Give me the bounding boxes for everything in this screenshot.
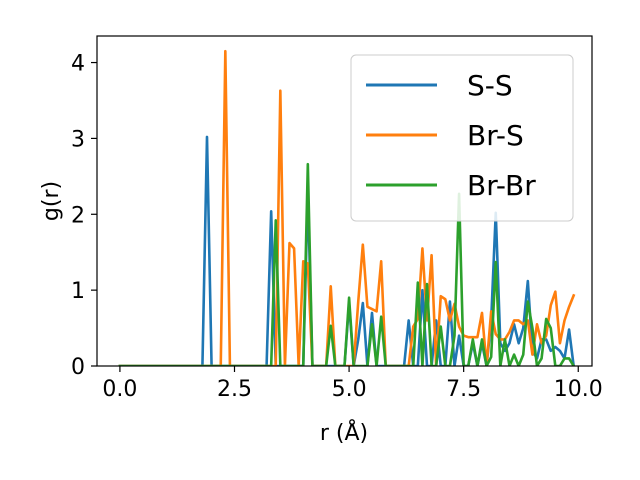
y-axis: 0 1 2 3 4 bbox=[71, 52, 97, 380]
x-tick-label: 5.0 bbox=[332, 377, 367, 402]
legend-label: S-S bbox=[467, 69, 513, 102]
y-axis-label: g(r) bbox=[39, 181, 64, 221]
legend-label: Br-Br bbox=[467, 169, 536, 202]
plot-frame bbox=[96, 35, 593, 367]
x-axis-label: r (Å) bbox=[320, 419, 368, 446]
series-layer bbox=[118, 49, 576, 366]
plot-area bbox=[118, 49, 576, 366]
x-tick-label: 0.0 bbox=[102, 377, 137, 402]
y-tick-label: 3 bbox=[71, 127, 85, 152]
x-tick-label: 7.5 bbox=[446, 377, 481, 402]
x-tick-label: 10.0 bbox=[554, 377, 603, 402]
y-tick-label: 4 bbox=[71, 52, 85, 77]
x-tick-label: 2.5 bbox=[217, 377, 252, 402]
y-tick-label: 2 bbox=[71, 203, 85, 228]
series-line-br-br bbox=[118, 162, 576, 366]
y-tick-label: 1 bbox=[71, 279, 85, 304]
series-line-br-s bbox=[118, 49, 576, 366]
x-axis: 0.0 2.5 5.0 7.5 10.0 bbox=[102, 366, 603, 402]
legend: S-S Br-S Br-Br bbox=[350, 54, 574, 222]
y-tick-label: 0 bbox=[71, 355, 85, 380]
legend-label: Br-S bbox=[467, 119, 524, 152]
legend-box bbox=[350, 54, 574, 222]
